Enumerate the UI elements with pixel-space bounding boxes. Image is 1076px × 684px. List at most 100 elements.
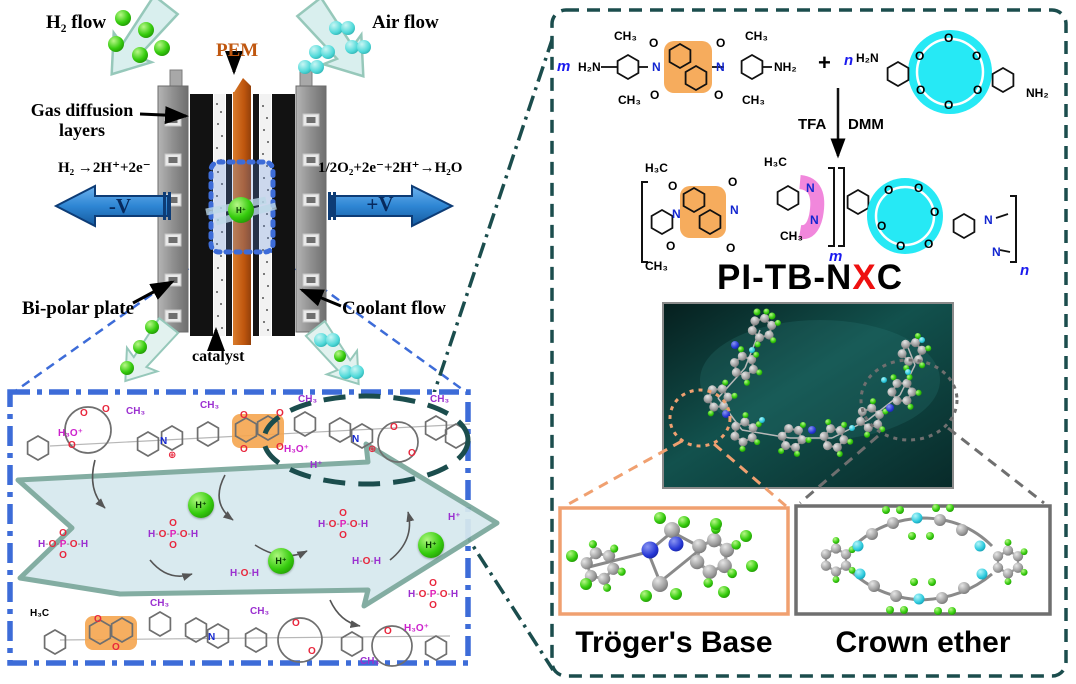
svg-text:CH₃: CH₃	[126, 406, 145, 417]
svg-text:O: O	[668, 179, 677, 193]
svg-text:O: O	[728, 175, 737, 189]
product-name-prefix: PI-TB-N	[717, 258, 853, 297]
svg-text:N: N	[652, 60, 661, 74]
svg-text:CH₃: CH₃	[745, 29, 768, 43]
monomer-b-structure: O O O O O O H₂N NH₂	[856, 30, 1049, 114]
svg-text:O: O	[240, 410, 248, 421]
svg-text:O: O	[914, 181, 923, 195]
h2-flow-label: H₂ flow	[46, 12, 107, 33]
pem-zoom-square: H⁺	[205, 159, 277, 255]
gdl-label-line2: layers	[59, 120, 105, 140]
bipolar-plate-label: Bi-polar plate	[22, 298, 135, 319]
svg-text:N: N	[984, 213, 993, 227]
svg-text:O: O	[896, 239, 905, 253]
polymer-chain-top	[26, 406, 471, 463]
svg-text:O: O	[80, 408, 88, 419]
svg-text:O: O	[308, 646, 316, 657]
catalyst-label: catalyst	[192, 348, 245, 365]
crown-ether-highlight-circle	[859, 358, 959, 442]
svg-text:H₃O⁺: H₃O⁺	[404, 623, 429, 634]
anode-equation: H₂ →2H⁺+2e⁻	[58, 160, 151, 176]
m-coefficient: m	[557, 58, 571, 75]
cathode-equation: 1/2O₂+2e⁻+2H⁺→H₂O	[318, 160, 463, 176]
svg-text:H₃C: H₃C	[764, 155, 787, 169]
water-unit-2: H-O-H	[352, 556, 381, 567]
svg-text:⊕: ⊕	[368, 444, 376, 455]
svg-text:O: O	[884, 183, 893, 197]
svg-text:H₃O⁺: H₃O⁺	[284, 444, 309, 455]
h-plus-ball-3: H⁺	[418, 532, 444, 558]
neg-v-label: -V	[108, 194, 132, 218]
neg-v-arrow	[53, 184, 171, 228]
h2n-label-a: H₂N	[578, 60, 601, 74]
n-subscript: n	[1020, 262, 1030, 279]
svg-text:CH₃: CH₃	[200, 400, 219, 411]
svg-text:O: O	[877, 219, 886, 233]
svg-text:CH₃: CH₃	[150, 598, 169, 609]
h-plus-ball-3-label: H⁺	[425, 539, 437, 550]
plus-sign: +	[818, 50, 831, 75]
troger-base-highlight-circle	[668, 388, 732, 448]
phosphoric-acid-1: O H-O-P-O-H O	[38, 528, 89, 561]
svg-text:O: O	[924, 237, 933, 251]
water-unit-1: H-O-H	[230, 568, 259, 579]
svg-text:O: O	[94, 614, 102, 625]
m-subscript: m	[829, 248, 843, 265]
nh2-label-a: NH₂	[774, 60, 797, 74]
svg-text:O: O	[276, 408, 284, 419]
svg-text:O: O	[944, 98, 953, 112]
annotation-arrows	[132, 51, 342, 351]
coolant-flow-label: Coolant flow	[342, 298, 446, 319]
svg-text:CH₃: CH₃	[250, 606, 269, 617]
troger-base-caption: Tröger's Base	[575, 626, 773, 659]
gdl-left	[190, 94, 213, 336]
svg-text:CH₃: CH₃	[430, 394, 449, 405]
svg-text:O: O	[666, 239, 675, 253]
svg-text:O: O	[276, 442, 284, 453]
svg-text:O: O	[973, 83, 982, 97]
svg-text:O: O	[102, 404, 110, 415]
membrane-zoom-box	[7, 389, 500, 667]
phosphoric-acid-4: O H-O-P-O-H O	[408, 578, 459, 611]
svg-text:N: N	[716, 60, 725, 74]
catalyst-right	[260, 94, 271, 336]
tfa-label: TFA	[798, 116, 827, 133]
svg-text:CH₃: CH₃	[780, 229, 803, 243]
svg-text:O: O	[726, 241, 735, 255]
h2n-label-b: H₂N	[856, 51, 879, 65]
svg-text:⊕: ⊕	[168, 450, 176, 461]
pos-v-arrow	[328, 184, 455, 228]
svg-text:N: N	[806, 181, 815, 195]
catalyst-left	[214, 94, 225, 336]
svg-text:N: N	[810, 213, 819, 227]
air-gas-balls	[298, 21, 371, 379]
svg-text:O: O	[292, 618, 300, 629]
svg-text:O: O	[972, 49, 981, 63]
svg-text:O: O	[649, 36, 658, 50]
svg-text:O: O	[240, 444, 248, 455]
svg-text:O: O	[716, 36, 725, 50]
svg-text:H₃C: H₃C	[30, 608, 49, 619]
svg-text:O: O	[650, 88, 659, 102]
svg-text:CH₃: CH₃	[360, 656, 379, 667]
inset-connectors	[564, 426, 1045, 508]
n-coefficient: n	[844, 52, 854, 69]
svg-text:O: O	[930, 205, 939, 219]
phosphoric-acid-2: O H-O-P-O-H O	[148, 518, 199, 551]
crown-ether-caption: Crown ether	[835, 626, 1011, 659]
pos-v-label: +V	[366, 192, 394, 216]
svg-text:H⁺: H⁺	[310, 460, 323, 471]
gdl-label-line1: Gas diffusion	[30, 100, 134, 120]
h-plus-ball-1-label: H⁺	[195, 499, 207, 510]
monomer-a-structure: CH₃ CH₃ O O N O O N CH₃ CH₃ H₂N NH₂	[578, 29, 797, 107]
svg-text:CH₃: CH₃	[618, 93, 641, 107]
troger-base-inset	[558, 506, 790, 616]
svg-text:CH₃: CH₃	[298, 394, 317, 405]
svg-text:CH₃: CH₃	[645, 259, 668, 273]
magnified-repeat-unit-ellipse	[261, 393, 471, 487]
svg-text:N: N	[672, 207, 681, 221]
svg-text:O: O	[408, 448, 416, 459]
svg-text:O: O	[112, 642, 120, 653]
